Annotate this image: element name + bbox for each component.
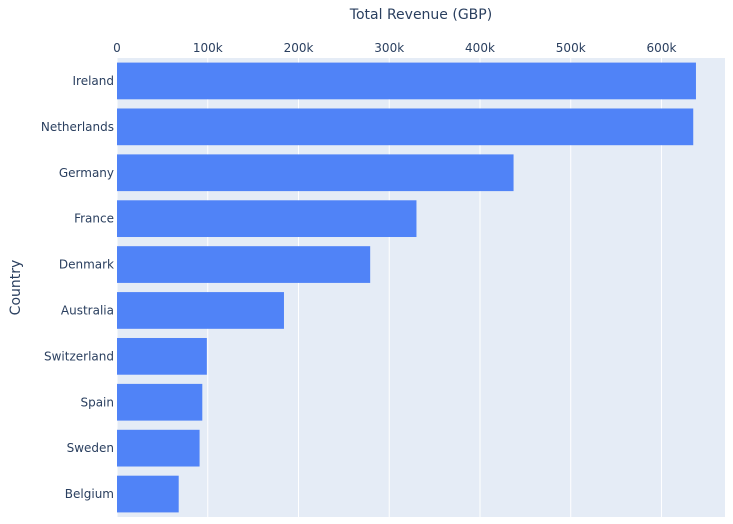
bar: [117, 200, 417, 238]
x-tick-label: 0: [113, 41, 121, 55]
x-tick-label: 100k: [193, 41, 223, 55]
y-tick-label: Sweden: [67, 441, 114, 455]
bar: [117, 246, 371, 283]
y-tick-label: Belgium: [65, 487, 114, 501]
y-tick-label: Netherlands: [41, 120, 114, 134]
x-tick-label: 400k: [465, 41, 495, 55]
y-axis-ticks: Ireland Netherlands Germany France Denmark Au…: [41, 74, 114, 501]
x-tick-label: 200k: [284, 41, 314, 55]
x-tick-label: 600k: [647, 41, 677, 55]
bar: [117, 292, 284, 329]
x-axis-ticks: 0 100k 200k 300k 400k 500k 600k: [113, 41, 676, 55]
bars: [117, 62, 696, 513]
bar: [117, 337, 207, 375]
y-tick-label: Australia: [61, 303, 114, 317]
bar: [117, 383, 203, 421]
y-tick-label: Germany: [59, 166, 114, 180]
y-tick-label: Ireland: [72, 74, 114, 88]
x-tick-label: 300k: [374, 41, 404, 55]
bar: [117, 108, 694, 146]
x-axis-title: Total Revenue (GBP): [349, 7, 492, 23]
y-tick-label: Spain: [80, 395, 114, 409]
y-tick-label: France: [74, 212, 114, 226]
bar: [117, 475, 179, 513]
bar: [117, 62, 696, 100]
y-tick-label: Denmark: [59, 258, 114, 272]
y-tick-label: Switzerland: [44, 349, 114, 363]
bar: [117, 154, 514, 192]
bar: [117, 429, 200, 467]
x-tick-label: 500k: [556, 41, 586, 55]
y-axis-title: Country: [8, 260, 24, 316]
